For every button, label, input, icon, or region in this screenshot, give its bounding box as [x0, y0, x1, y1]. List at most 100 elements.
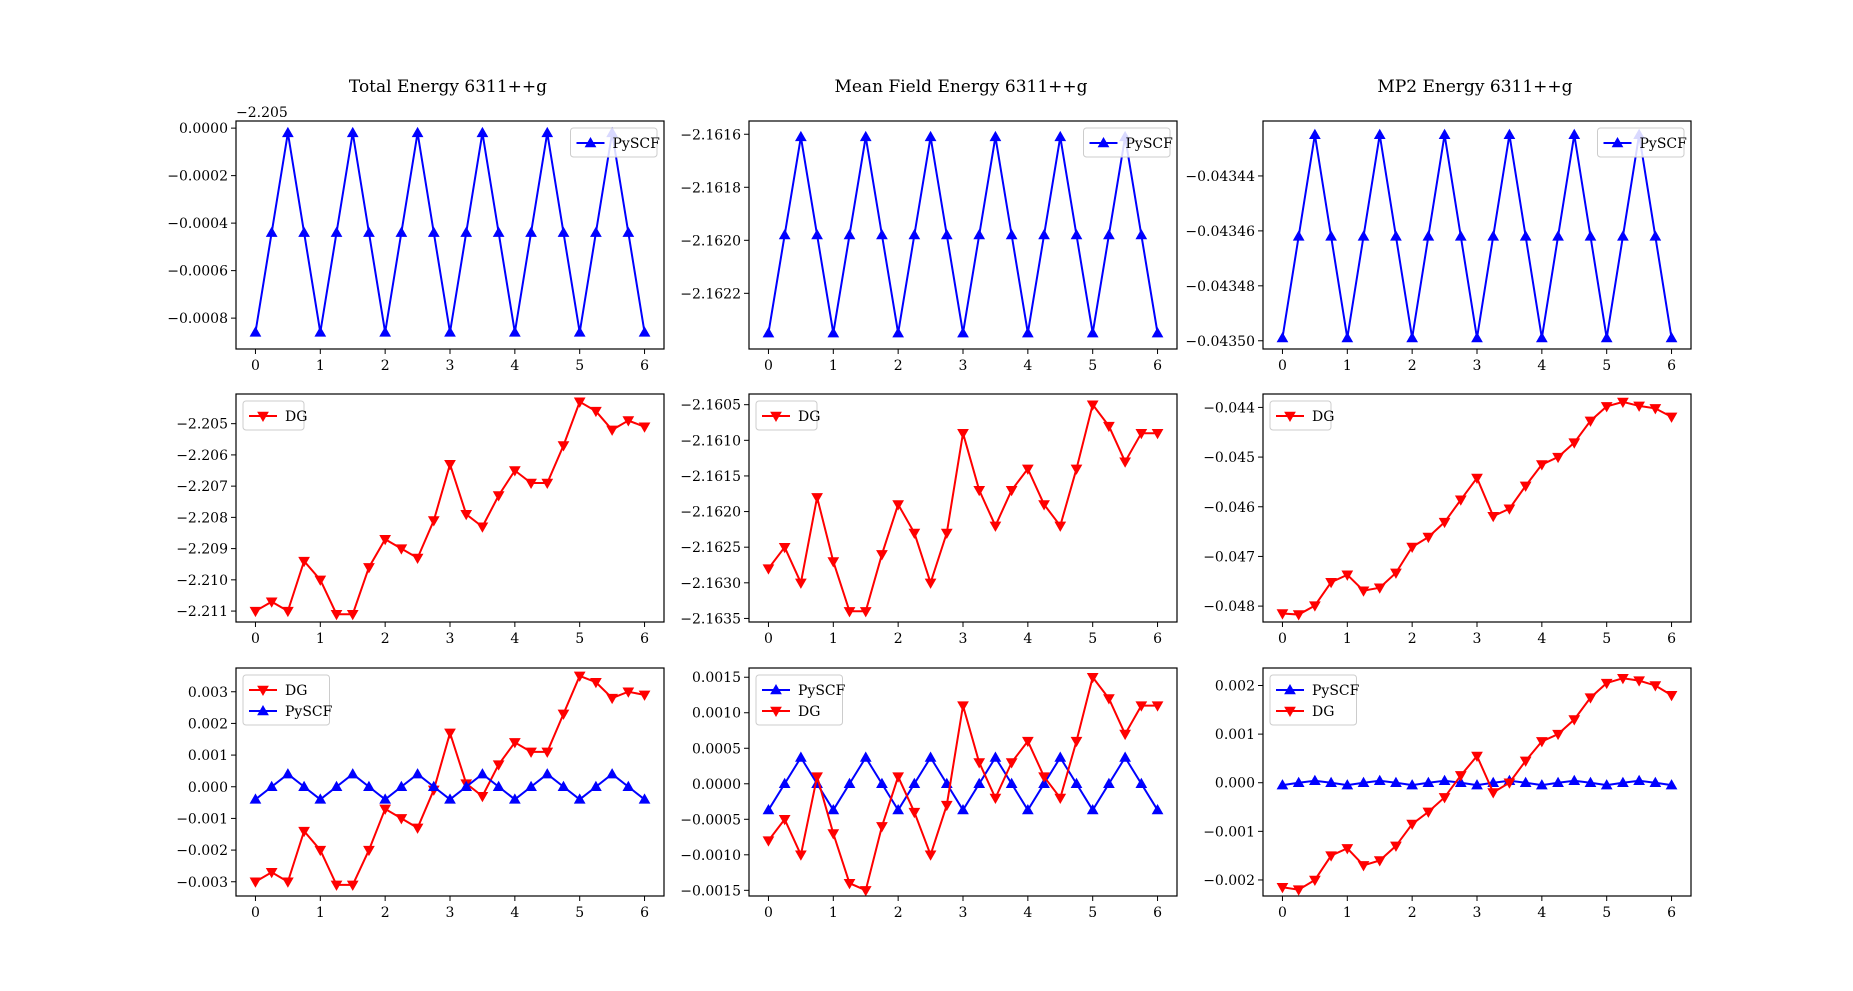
legend-label: DG — [1312, 704, 1334, 720]
data-point — [989, 793, 1002, 804]
data-point — [989, 751, 1002, 762]
data-point — [1568, 774, 1581, 786]
data-point — [1292, 610, 1305, 621]
x-tick-label: 1 — [829, 905, 838, 921]
x-tick-label: 0 — [1278, 905, 1287, 921]
data-point — [1119, 457, 1131, 468]
data-point — [444, 326, 456, 337]
y-tick-label: −2.1616 — [680, 127, 741, 143]
data-point — [508, 738, 521, 749]
data-point — [843, 777, 856, 789]
data-point — [1103, 694, 1115, 705]
data-point — [1519, 756, 1532, 767]
data-point — [1325, 230, 1337, 241]
data-point — [298, 556, 310, 568]
data-point — [508, 326, 521, 337]
x-tick-label: 5 — [575, 631, 584, 647]
data-point — [1373, 856, 1386, 867]
data-point — [973, 777, 986, 789]
subplot-mp2-energy-difference: 0 1 2 3 4 5 6 −0.002 −0.001 0.000 0.001 0.002 PySCF D… — [1203, 667, 1692, 921]
data-point — [1665, 412, 1678, 423]
data-point — [1390, 568, 1402, 579]
data-point — [541, 768, 554, 779]
data-point — [460, 509, 473, 521]
data-point — [1070, 228, 1083, 240]
data-point — [1406, 819, 1419, 831]
y-tick-label: −0.04346 — [1185, 224, 1255, 240]
legend-frame — [1083, 127, 1171, 158]
data-point — [346, 126, 359, 138]
data-point — [249, 606, 262, 618]
data-point — [1325, 851, 1337, 862]
y-tick-label: −0.0006 — [167, 264, 228, 280]
x-tick-label: 5 — [1088, 358, 1097, 374]
data-point — [1552, 452, 1564, 464]
data-point — [795, 578, 807, 589]
legend-item-pyscf: PySCF — [576, 136, 660, 152]
data-point — [395, 780, 408, 791]
x-tick-label: 4 — [1023, 631, 1032, 647]
data-point — [363, 845, 375, 857]
data-point — [525, 747, 537, 758]
y-tick-label: −2.205 — [176, 417, 228, 433]
data-point — [606, 693, 618, 705]
data-point — [1292, 776, 1305, 787]
data-point — [1665, 779, 1678, 790]
x-tick-label: 4 — [1537, 905, 1546, 921]
data-point — [1519, 230, 1532, 241]
data-point — [1135, 228, 1148, 240]
data-point — [973, 228, 986, 240]
data-point — [1086, 804, 1099, 815]
data-point — [363, 226, 375, 237]
y-tick-label: 0.003 — [188, 685, 228, 701]
data-point — [1438, 128, 1451, 139]
data-point — [379, 804, 392, 815]
data-point — [924, 130, 937, 142]
data-point — [638, 690, 651, 701]
data-point — [590, 406, 602, 418]
data-point — [1292, 885, 1305, 896]
y-tick-label: −0.04344 — [1185, 169, 1255, 185]
data-point — [1373, 583, 1386, 594]
legend-label: DG — [798, 409, 820, 425]
data-point — [525, 780, 537, 791]
y-tick-label: −0.0010 — [680, 848, 741, 864]
legend-label: PySCF — [798, 683, 846, 699]
data-point — [525, 478, 537, 490]
data-point — [876, 822, 888, 833]
legend-marker — [1097, 136, 1110, 148]
data-point — [924, 578, 937, 589]
x-tick-label: 0 — [764, 905, 773, 921]
data-point — [1276, 882, 1289, 894]
x-tick-label: 5 — [1602, 905, 1611, 921]
data-point — [590, 226, 602, 237]
data-point — [1276, 779, 1289, 790]
data-point — [1021, 804, 1034, 815]
data-point — [1005, 228, 1018, 240]
chart-title: MP2 Energy 6311++g — [1377, 77, 1572, 97]
data-point — [1552, 230, 1564, 241]
legend-marker — [1284, 683, 1296, 695]
data-point — [1005, 485, 1018, 497]
data-point — [1438, 774, 1451, 786]
data-point — [1406, 332, 1419, 343]
legend: DG — [1269, 400, 1334, 431]
y-tick-label: −0.001 — [176, 811, 228, 827]
data-point — [1038, 777, 1050, 789]
data-point — [1070, 777, 1083, 789]
y-tick-label: −2.1635 — [680, 611, 741, 627]
y-tick-label: 0.0000 — [692, 777, 741, 793]
data-point — [508, 793, 521, 804]
data-point — [1568, 438, 1581, 449]
data-point — [427, 516, 440, 527]
data-point — [1151, 327, 1164, 338]
y-tick-label: −0.044 — [1203, 400, 1255, 416]
data-point — [1535, 737, 1548, 748]
data-point — [1438, 517, 1451, 529]
data-point — [1422, 230, 1435, 241]
data-point — [876, 228, 888, 240]
legend: DG — [242, 400, 307, 431]
y-tick-label: −2.209 — [176, 542, 228, 558]
data-point — [940, 800, 953, 812]
data-point — [444, 728, 456, 739]
